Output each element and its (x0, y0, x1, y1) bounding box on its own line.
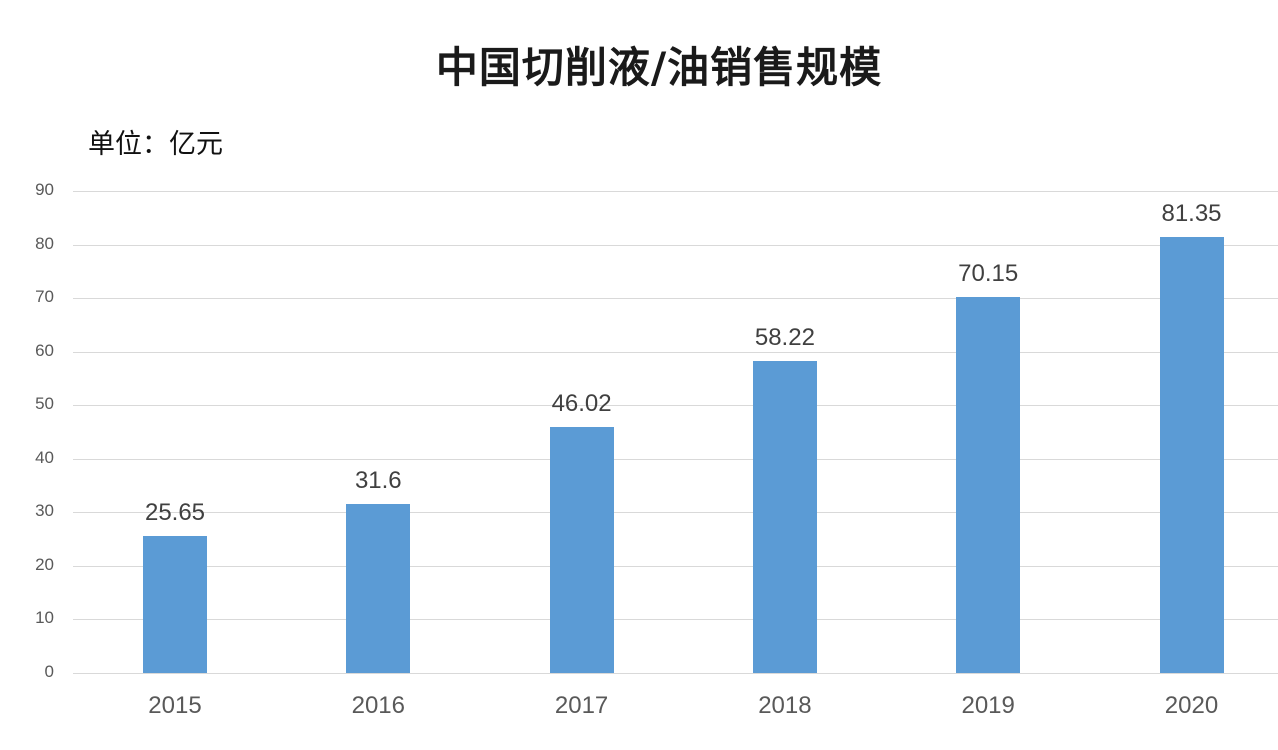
unit-label: 单位：亿元 (88, 129, 223, 160)
data-label-2016: 31.6 (354, 466, 402, 494)
y-tick-label: 70 (35, 287, 54, 307)
x-tick-label: 2015 (148, 692, 202, 719)
x-tick-label: 2020 (1164, 692, 1219, 719)
x-tick-label: 2019 (961, 692, 1015, 719)
data-label-2017: 46.02 (551, 389, 612, 417)
y-tick-label: 20 (35, 554, 54, 574)
y-tick-label: 40 (35, 447, 54, 467)
gridline (73, 565, 1278, 567)
bar-2017 (549, 426, 614, 673)
x-tick-label: 2016 (351, 692, 405, 719)
bar-2018 (752, 361, 817, 673)
data-label-2020: 81.35 (1161, 200, 1222, 228)
x-tick-label: 2017 (554, 692, 609, 719)
y-tick-label: 0 (44, 662, 54, 681)
y-tick-label: 10 (35, 608, 54, 628)
data-label-2018: 58.22 (754, 324, 815, 352)
y-tick-label: 50 (35, 394, 54, 414)
bar-2020 (1159, 237, 1224, 673)
x-tick-label: 2018 (758, 692, 812, 719)
y-tick-label: 60 (35, 340, 54, 360)
gridline (73, 244, 1278, 246)
gridline (73, 351, 1278, 353)
gridline (73, 619, 1278, 621)
y-tick-label: 30 (35, 501, 54, 521)
chart-title: 中国切削液/油销售规模 (435, 43, 883, 92)
data-label-2019: 70.15 (958, 260, 1019, 288)
gridline (73, 458, 1278, 460)
y-tick-label: 80 (35, 233, 54, 253)
bar-2019 (956, 297, 1021, 673)
gridline (73, 298, 1278, 300)
gridline (73, 405, 1278, 407)
gridline (73, 512, 1278, 514)
data-label-2015: 25.65 (144, 498, 206, 526)
bar-2015 (143, 535, 207, 673)
gridline (73, 191, 1278, 192)
gridline (73, 673, 1278, 674)
y-tick-label: 90 (35, 180, 54, 199)
bar-2016 (346, 503, 411, 673)
